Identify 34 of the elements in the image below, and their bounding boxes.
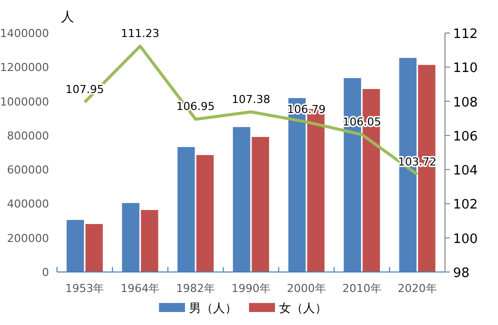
y2-tick-label: 98 [453, 266, 470, 281]
y2-tick-label: 100 [453, 232, 478, 247]
y2-tick-label: 102 [453, 198, 478, 213]
y2-tick-label: 104 [453, 164, 478, 179]
data-label: 107.38 [232, 92, 270, 106]
data-label: 111.23 [120, 27, 160, 40]
y2-tick-label: 110 [453, 61, 478, 76]
y-tick-label: 1000000 [0, 95, 49, 108]
y-tick-label: 1200000 [0, 61, 49, 74]
y2-tick-label: 112 [453, 27, 478, 42]
x-tick-label: 1953年 [65, 282, 104, 295]
y-tick-label: 400000 [7, 198, 49, 211]
y-axis-title: 人 [61, 10, 74, 25]
y-tick-label: 200000 [7, 232, 49, 245]
y2-tick-label: 108 [453, 95, 478, 110]
x-tick-label: 1982年 [176, 282, 216, 295]
y-tick-label: 800000 [7, 129, 49, 142]
x-tick-label: 2020年 [398, 282, 437, 295]
y-tick-label: 0 [42, 266, 49, 279]
bar [196, 155, 214, 272]
x-tick-label: 2000年 [286, 282, 326, 295]
x-tick-label: 1990年 [232, 282, 270, 295]
bar [85, 224, 103, 272]
y-tick-label: 600000 [7, 164, 49, 177]
bar [140, 210, 158, 272]
x-tick-label: 2010年 [342, 282, 382, 295]
data-label: 106.79 [287, 102, 326, 116]
y2-tick-label: 106 [453, 129, 478, 144]
x-tick-label: 1964年 [120, 282, 160, 295]
legend-label: 女（人） [279, 301, 327, 315]
legend-label: 男（人） [189, 301, 237, 315]
y-tick-label: 1400000 [0, 27, 49, 40]
bar [252, 136, 270, 272]
data-label: 106.05 [342, 116, 382, 129]
